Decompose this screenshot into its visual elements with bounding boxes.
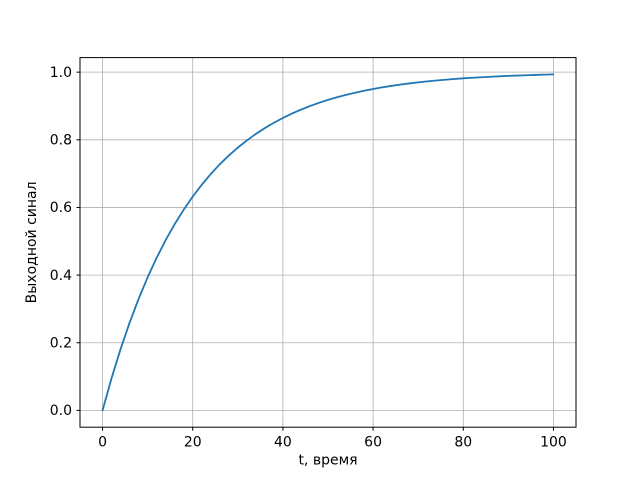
y-tick-label: 0.0 (50, 403, 72, 419)
x-tick-label: 0 (98, 435, 107, 451)
x-tick-label: 20 (184, 435, 202, 451)
x-tick-label: 40 (274, 435, 292, 451)
grid (80, 57, 576, 428)
x-tick-label: 80 (454, 435, 472, 451)
tick-marks (76, 71, 554, 431)
y-tick-label: 0.2 (50, 336, 72, 352)
signal-curve (101, 73, 555, 412)
y-axis-label: Выходной синал (24, 181, 40, 303)
plot-frame (79, 57, 577, 428)
y-tick-label: 0.4 (50, 268, 72, 284)
y-tick-label: 0.6 (50, 200, 72, 216)
tick-labels: 0 20 40 60 80 100 0.0 0.2 0.4 0.6 0.8 1.0 (50, 65, 567, 451)
x-axis-label: t, время (298, 453, 357, 469)
y-tick-label: 0.8 (50, 133, 72, 149)
y-tick-label: 1.0 (50, 65, 72, 81)
x-tick-label: 60 (364, 435, 382, 451)
x-tick-label: 100 (540, 435, 567, 451)
